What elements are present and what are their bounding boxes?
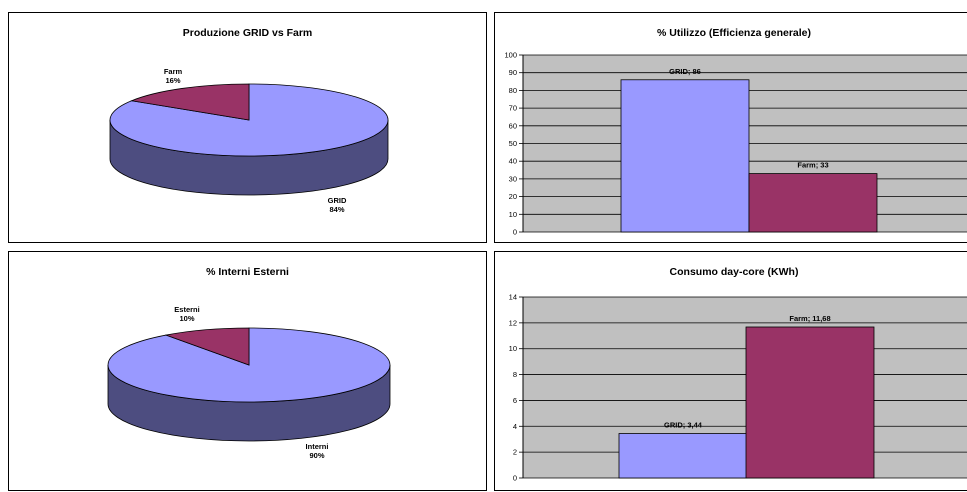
bar-grid <box>621 80 749 232</box>
chart-panel-produzione: Produzione GRID vs Farm Farm 16% GRID 84% <box>8 12 487 243</box>
y-tick-label: 14 <box>509 293 517 302</box>
y-tick-label: 100 <box>504 51 517 60</box>
y-tick-label: 12 <box>509 318 517 327</box>
y-tick-label: 50 <box>509 139 517 148</box>
bar-chart-consumo: 0 2 4 6 8 10 12 14 GRID; 3,44 Farm; 11,68 <box>495 252 967 492</box>
pie-label-farm: Farm <box>164 67 183 76</box>
pie-pct-farm: 16% <box>165 76 180 85</box>
bar-chart-utilizzo: 0 10 20 30 40 50 60 70 80 90 100 GRID; 86 Farm; 33 <box>495 13 967 244</box>
y-tick-label: 8 <box>513 370 517 379</box>
y-tick-label: 60 <box>509 121 517 130</box>
bar-grid <box>619 434 747 478</box>
y-tick-label: 90 <box>509 68 517 77</box>
pie-pct-interni: 90% <box>309 451 324 460</box>
y-tick-label: 70 <box>509 104 517 113</box>
pie-label-interni: Interni <box>306 442 329 451</box>
y-tick-label: 10 <box>509 210 517 219</box>
y-tick-label: 0 <box>513 228 517 237</box>
y-tick-label: 0 <box>513 474 517 483</box>
y-tick-label: 40 <box>509 157 517 166</box>
data-label-grid: GRID; 3,44 <box>664 421 703 430</box>
pie-pct-esterni: 10% <box>179 314 194 323</box>
chart-panel-utilizzo: % Utilizzo (Efficienza generale) 0 10 20 30… <box>494 12 967 243</box>
data-label-grid: GRID; 86 <box>669 67 701 76</box>
chart-panel-consumo: Consumo day-core (KWh) 0 2 4 6 8 10 12 14 GRID; … <box>494 251 967 491</box>
chart-panel-interni-esterni: % Interni Esterni Esterni 10% Interni 90% <box>8 251 487 491</box>
y-tick-label: 10 <box>509 344 517 353</box>
y-tick-label: 6 <box>513 396 517 405</box>
pie-label-grid: GRID <box>328 196 347 205</box>
bar-farm <box>746 327 874 478</box>
y-tick-label: 80 <box>509 86 517 95</box>
pie-pct-grid: 84% <box>329 205 344 214</box>
y-tick-label: 30 <box>509 174 517 183</box>
data-label-farm: Farm; 33 <box>797 161 828 170</box>
bar-farm <box>749 174 877 232</box>
pie-label-esterni: Esterni <box>174 305 199 314</box>
y-tick-label: 20 <box>509 192 517 201</box>
data-label-farm: Farm; 11,68 <box>789 314 830 323</box>
y-tick-label: 2 <box>513 448 517 457</box>
y-tick-label: 4 <box>513 422 517 431</box>
